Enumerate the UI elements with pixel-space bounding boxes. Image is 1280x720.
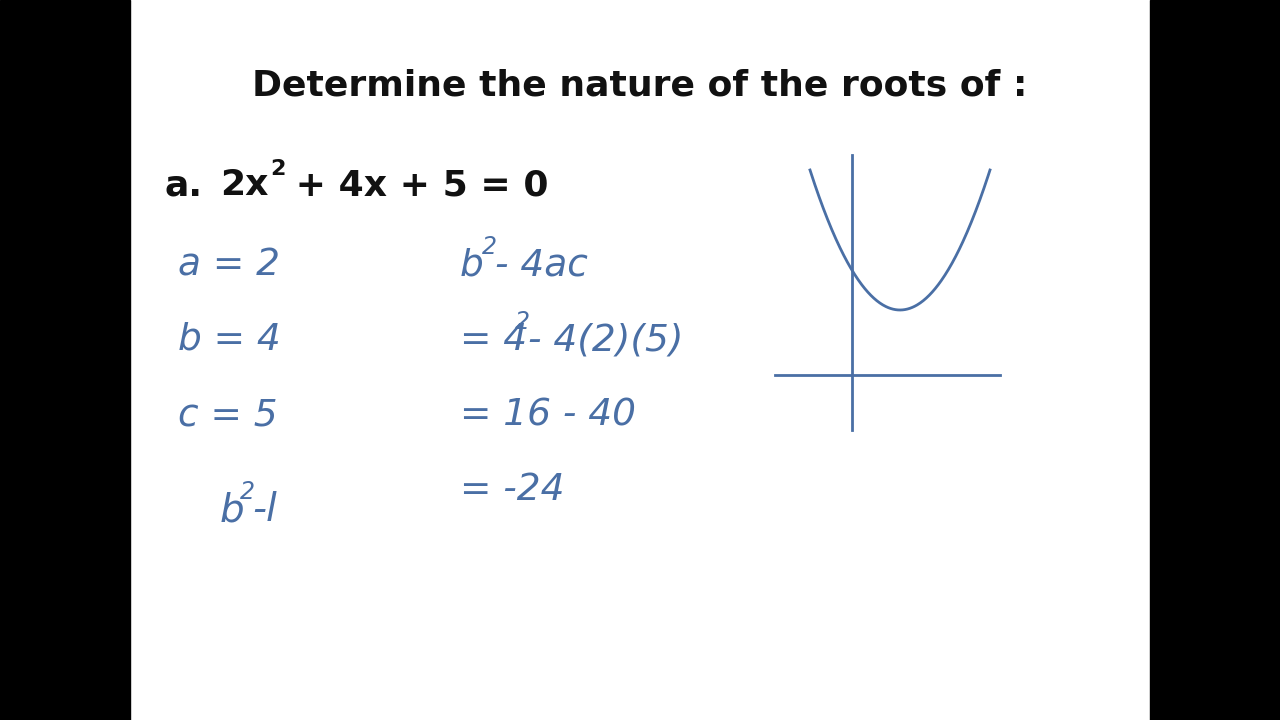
- Text: - 4(2)(5): - 4(2)(5): [529, 322, 684, 358]
- Text: b: b: [460, 247, 484, 283]
- Text: b = 4: b = 4: [178, 322, 280, 358]
- Text: + 4x + 5 = 0: + 4x + 5 = 0: [283, 168, 549, 202]
- Text: c = 5: c = 5: [178, 397, 278, 433]
- Bar: [0, 0, 131, 720]
- Text: Determine the nature of the roots of :: Determine the nature of the roots of :: [252, 68, 1028, 102]
- Text: a.: a.: [165, 168, 204, 202]
- Text: - 4ac: - 4ac: [495, 247, 588, 283]
- Text: b: b: [220, 491, 244, 529]
- Text: 2: 2: [515, 310, 530, 334]
- Text: 2x: 2x: [220, 168, 269, 202]
- Text: = -24: = -24: [460, 472, 564, 508]
- Text: -l: -l: [252, 491, 276, 529]
- Bar: [1149, 0, 1280, 720]
- Text: 2: 2: [483, 235, 497, 259]
- Text: = 16 - 40: = 16 - 40: [460, 397, 636, 433]
- Text: = 4: = 4: [460, 322, 527, 358]
- Text: 2: 2: [270, 159, 285, 179]
- Text: 2: 2: [241, 480, 255, 504]
- Text: a = 2: a = 2: [178, 247, 280, 283]
